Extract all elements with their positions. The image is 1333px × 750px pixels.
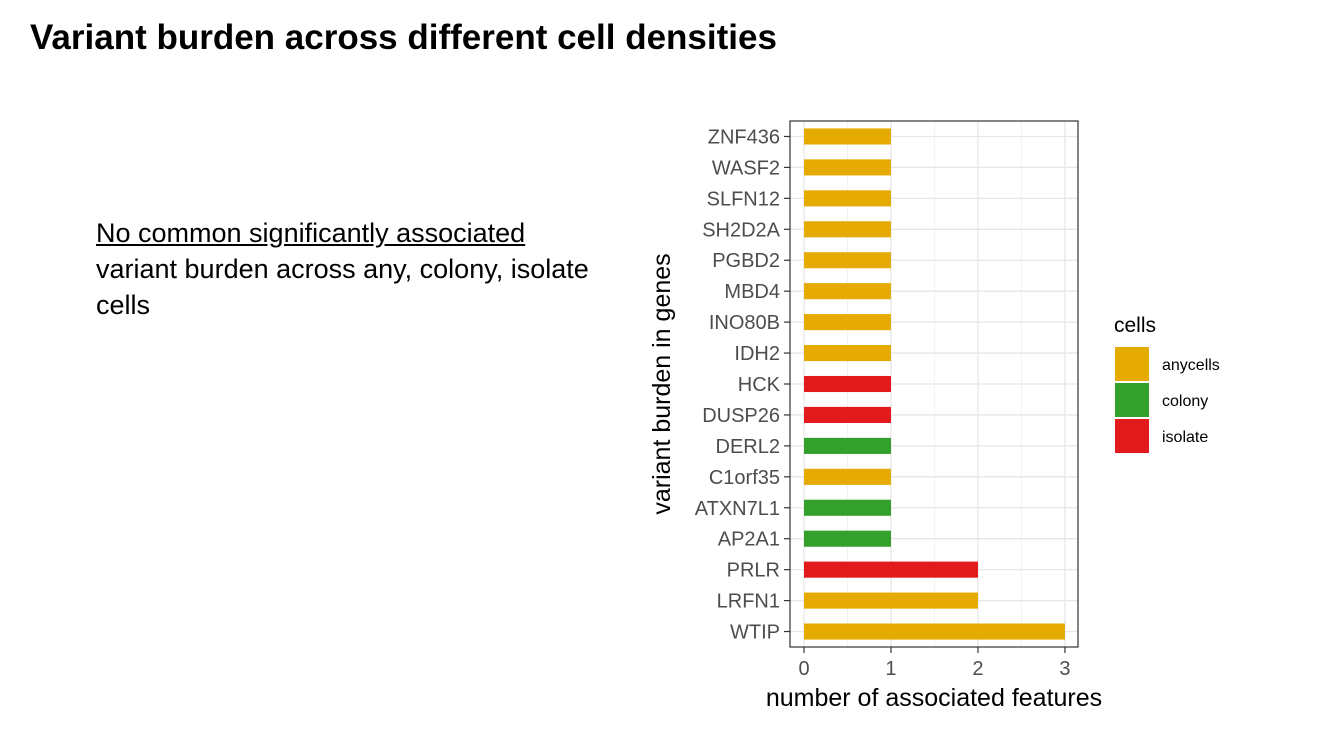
x-axis-title: number of associated features [766, 684, 1102, 712]
y-tick-label-ap2a1: AP2A1 [718, 529, 780, 551]
legend: cells anycells colony isolate [1114, 314, 1220, 453]
bar-pgbd2 [804, 252, 891, 269]
y-tick-label-ino80b: INO80B [709, 312, 780, 334]
y-tick-label-znf436: ZNF436 [708, 126, 780, 148]
bar-ap2a1 [804, 530, 891, 547]
y-tick-label-prlr: PRLR [727, 560, 780, 582]
summary-note-underlined: No common significantly associated [96, 218, 526, 248]
y-tick-label-idh2: IDH2 [734, 343, 780, 365]
bar-idh2 [804, 345, 891, 362]
y-tick-label-sh2d2a: SH2D2A [702, 219, 780, 241]
legend-key-colony [1115, 383, 1149, 417]
y-tick-label-wasf2: WASF2 [712, 157, 780, 179]
y-tick-label-slfn12: SLFN12 [707, 188, 780, 210]
bars-layer [804, 128, 1065, 640]
x-tick-label-3: 3 [1059, 658, 1070, 680]
y-tick-label-dusp26: DUSP26 [702, 405, 780, 427]
legend-key-isolate [1115, 419, 1149, 453]
legend-key-anycells [1115, 347, 1149, 381]
bar-mbd4 [804, 283, 891, 300]
summary-note: No common significantly associated varia… [96, 215, 616, 323]
bar-dusp26 [804, 406, 891, 423]
summary-note-text: variant burden across any, colony, isola… [96, 254, 589, 320]
y-tick-label-derl2: DERL2 [716, 436, 780, 458]
y-tick-label-wtip: WTIP [730, 622, 780, 644]
y-tick-label-atxn7l1: ATXN7L1 [695, 498, 780, 520]
x-tick-label-0: 0 [798, 658, 809, 680]
bar-wtip [804, 623, 1065, 640]
bar-lrfn1 [804, 592, 978, 609]
bar-atxn7l1 [804, 499, 891, 516]
x-axis: 0 1 2 3 [798, 647, 1071, 680]
y-tick-label-hck: HCK [738, 374, 781, 396]
y-axis-title: variant burden in genes [648, 253, 676, 514]
y-tick-label-mbd4: MBD4 [724, 281, 780, 303]
bar-derl2 [804, 437, 891, 454]
y-tick-label-pgbd2: PGBD2 [712, 250, 780, 272]
bar-znf436 [804, 128, 891, 145]
y-tick-label-lrfn1: LRFN1 [717, 591, 780, 613]
bar-wasf2 [804, 159, 891, 176]
x-tick-label-1: 1 [885, 658, 896, 680]
legend-label-colony: colony [1162, 393, 1208, 410]
y-axis: ZNF436 WASF2 SLFN12 SH2D2A PGBD2 MBD4 INO80B ID… [695, 126, 790, 644]
legend-label-isolate: isolate [1162, 429, 1208, 446]
bar-prlr [804, 561, 978, 578]
bar-sh2d2a [804, 221, 891, 238]
bar-slfn12 [804, 190, 891, 207]
y-tick-label-c1orf35: C1orf35 [709, 467, 780, 489]
legend-label-anycells: anycells [1162, 357, 1220, 374]
legend-title: cells [1114, 314, 1156, 337]
bar-c1orf35 [804, 468, 891, 485]
bar-hck [804, 375, 891, 393]
bar-ino80b [804, 314, 891, 331]
slide-title: Variant burden across different cell den… [30, 18, 777, 57]
x-tick-label-2: 2 [972, 658, 983, 680]
